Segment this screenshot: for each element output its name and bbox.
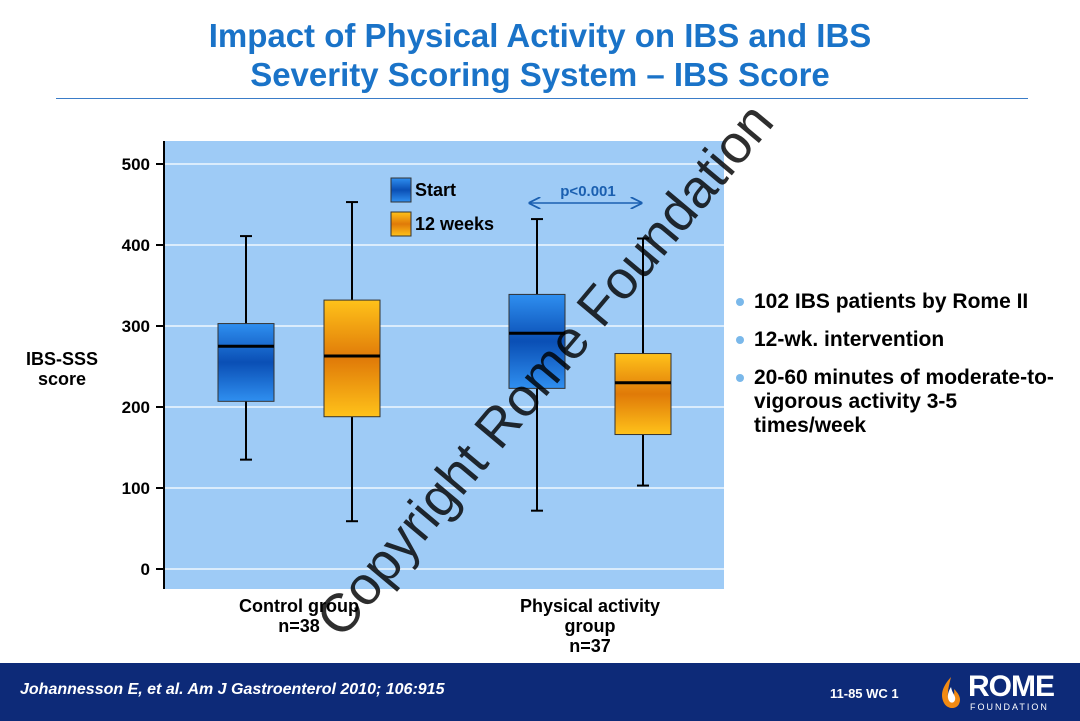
x-group-label: n=37	[569, 636, 611, 656]
box-12-weeks	[614, 353, 672, 436]
title-divider	[56, 98, 1028, 99]
y-tick-label: 200	[122, 398, 150, 417]
box-12-weeks	[323, 299, 381, 418]
y-tick-label: 100	[122, 479, 150, 498]
box-start	[508, 293, 566, 389]
bullet-dot-icon	[736, 298, 744, 306]
slide-number: 11-85 WC 1	[830, 686, 899, 701]
rome-foundation-logo: ROME FOUNDATION	[938, 671, 1068, 715]
bullet-item: 102 IBS patients by Rome II	[734, 290, 1074, 314]
bullet-item: 12-wk. intervention	[734, 328, 1074, 352]
x-group-label: Physical activity	[520, 596, 660, 616]
bullet-text: 102 IBS patients by Rome II	[754, 290, 1029, 313]
x-group-label: n=38	[278, 616, 320, 636]
x-group-label: group	[565, 616, 616, 636]
legend-label: 12 weeks	[415, 214, 494, 234]
legend-label: Start	[415, 180, 456, 200]
y-tick-label: 300	[122, 317, 150, 336]
citation: Johannesson E, et al. Am J Gastroenterol…	[20, 681, 445, 698]
footer-bar: Johannesson E, et al. Am J Gastroenterol…	[0, 663, 1080, 721]
ibs-score-boxplot: 0 100 200 300 400 500 Start 12 weeks p<0.001 C…	[122, 141, 724, 656]
bullet-dot-icon	[736, 374, 744, 382]
x-group-label: Control group	[239, 596, 359, 616]
y-tick-label: 400	[122, 236, 150, 255]
logo-word: ROME	[968, 670, 1055, 703]
box-start	[217, 323, 275, 402]
bullet-list: 102 IBS patients by Rome II 12-wk. inter…	[734, 290, 1074, 452]
title-line-2: Severity Scoring System – IBS Score	[250, 56, 830, 93]
legend-swatch	[390, 177, 412, 203]
y-tick-label: 0	[141, 560, 150, 579]
y-axis-label: IBS-SSS score	[12, 349, 112, 389]
y-tick-label: 500	[122, 155, 150, 174]
logo-subtitle: FOUNDATION	[970, 702, 1049, 712]
slide-title: Impact of Physical Activity on IBS and I…	[0, 16, 1080, 94]
y-axis-label-text: IBS-SSS score	[25, 349, 99, 389]
p-value-label: p<0.001	[560, 183, 615, 200]
bullet-dot-icon	[736, 336, 744, 344]
legend-swatch	[390, 211, 412, 237]
bullet-text: 12-wk. intervention	[754, 328, 945, 351]
bullet-item: 20-60 minutes of moderate-to-vigorous ac…	[734, 366, 1074, 438]
flame-icon	[942, 677, 961, 709]
title-line-1: Impact of Physical Activity on IBS and I…	[208, 17, 872, 54]
bullet-text: 20-60 minutes of moderate-to-vigorous ac…	[754, 366, 1054, 437]
